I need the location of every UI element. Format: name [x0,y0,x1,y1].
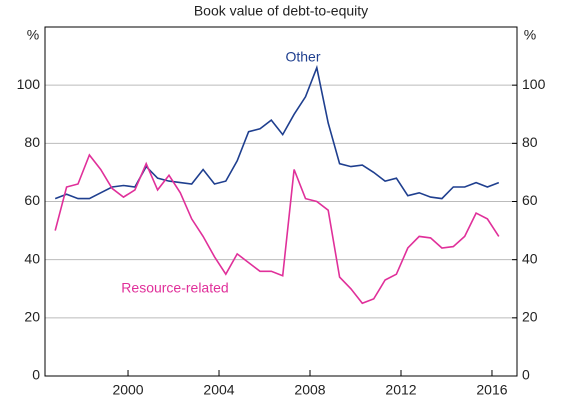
chart-title: Book value of debt-to-equity [194,3,368,19]
y2-tick-label: 60 [522,192,538,208]
y-tick-label: 40 [24,250,40,266]
y2-tick-label: 0 [522,367,530,383]
y2-tick-label: 100 [522,76,546,92]
x-tick-label: 2008 [294,382,325,398]
series-label: Resource-related [121,280,228,296]
y2-tick-label: 80 [522,134,538,150]
x-tick-label: 2016 [476,382,507,398]
y-tick-label: 60 [24,192,40,208]
y2-tick-label: 40 [522,250,538,266]
y-tick-label: 0 [32,367,40,383]
series-label: Other [285,49,320,65]
y2-unit-label: % [524,27,536,43]
series-line [54,153,500,305]
series-line [54,64,500,200]
plot-frame [44,26,518,377]
x-tick-label: 2000 [112,382,143,398]
y2-tick-label: 20 [522,309,538,325]
y-unit-label: % [27,27,39,43]
y-tick-label: 100 [17,76,41,92]
x-tick-label: 2012 [385,382,416,398]
x-tick-label: 2004 [203,382,234,398]
y-tick-label: 80 [24,134,40,150]
y-tick-label: 20 [24,309,40,325]
